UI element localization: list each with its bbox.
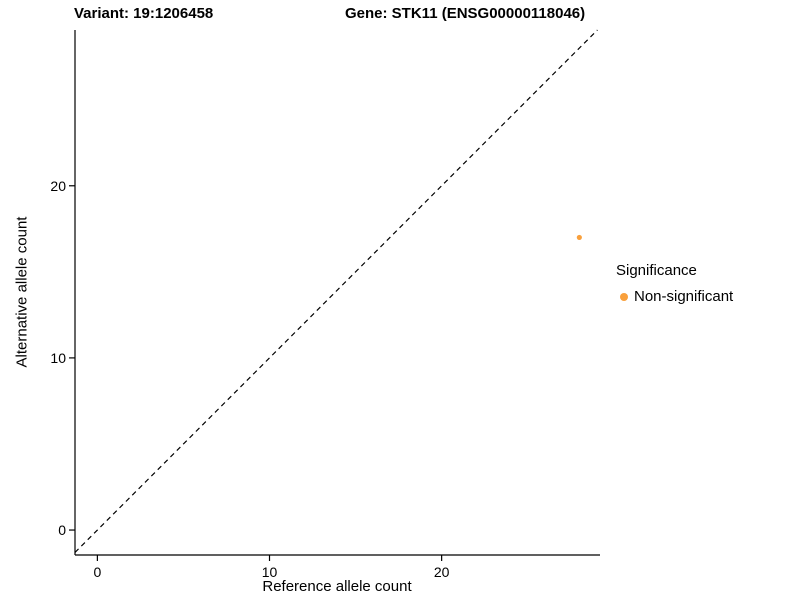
legend-title: Significance [616,262,697,279]
y-axis-label: Alternative allele count [13,216,31,368]
plot-title-variant: Variant: 19:1206458 [74,5,214,22]
x-tick-label: 10 [261,564,278,580]
x-tick-label: 20 [433,564,450,580]
legend-entry: Non-significant [620,288,733,305]
legend: Significance Non-significant [616,262,733,305]
legend-entry-label: Non-significant [634,288,734,305]
y-tick-label: 10 [50,349,66,366]
identity-line [74,29,598,553]
y-tick-label: 20 [50,177,66,194]
data-point [576,234,582,241]
x-axis-label: Reference allele count [262,578,412,595]
x-tick-label: 0 [93,564,102,580]
plot-title-gene: Gene: STK11 (ENSG00000118046) [345,5,586,22]
y-tick-label: 0 [58,522,66,539]
legend-point-icon [620,292,628,301]
